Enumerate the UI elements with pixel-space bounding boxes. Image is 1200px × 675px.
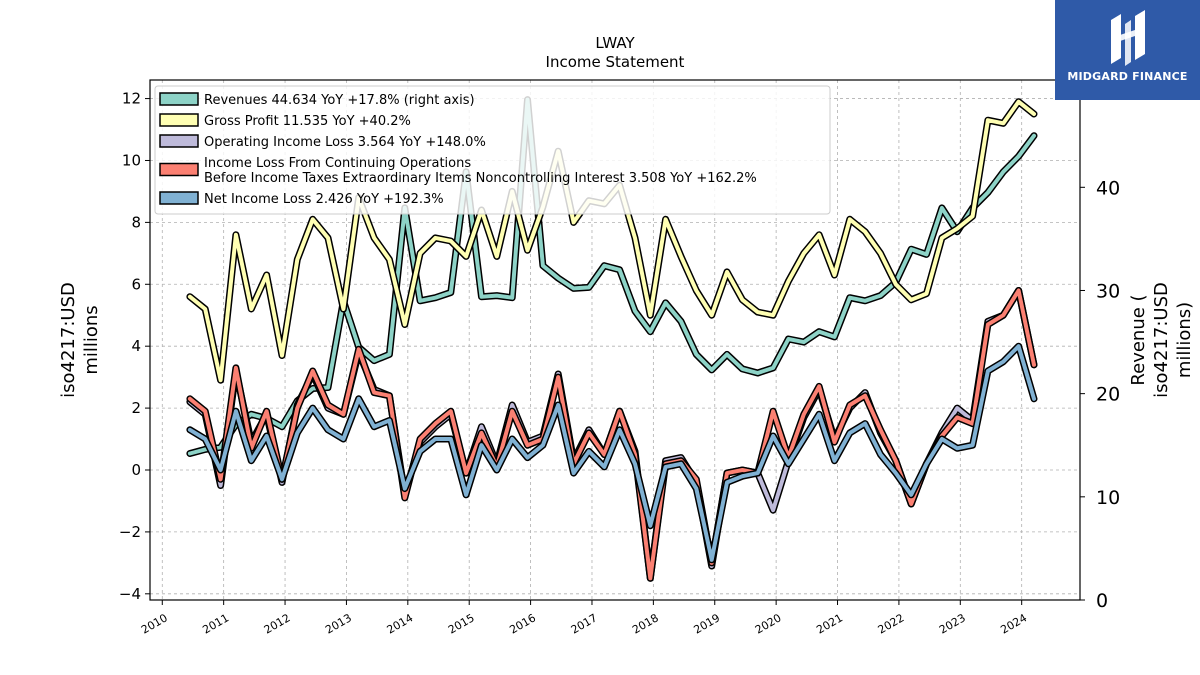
legend-label-3: Income Loss From Continuing Operations Be…: [204, 156, 757, 186]
left-tick-label-0: −4: [119, 585, 141, 603]
right-tick-label-2: 20: [1096, 384, 1120, 406]
x-tick-label-10: 2020: [753, 611, 784, 636]
series-line-3: [187, 288, 1036, 581]
left-tick-label-1: −2: [119, 523, 141, 541]
left-tick-label-8: 12: [122, 90, 141, 108]
left-axis-label-line2: millions: [81, 305, 102, 374]
x-axis-ticks: 2010 2011 2012 2013 2014 2015 2016 2017 2018 2019…: [139, 600, 1029, 637]
x-tick-label-14: 2024: [998, 611, 1029, 636]
x-tick-label-7: 2017: [569, 611, 600, 636]
left-tick-label-6: 8: [131, 213, 141, 231]
right-tick-label-3: 30: [1096, 280, 1120, 302]
x-tick-label-6: 2016: [507, 611, 538, 636]
right-axis-ticks: 0 10 20 30 40: [1080, 177, 1120, 612]
series-line-4: [187, 344, 1036, 562]
right-axis-label-line2: iso4217:USD: [1151, 282, 1172, 398]
left-tick-label-5: 6: [131, 275, 141, 293]
legend-swatch-4: [159, 191, 199, 205]
x-tick-label-12: 2022: [876, 611, 907, 636]
x-tick-label-3: 2013: [323, 611, 354, 636]
legend-box: [154, 85, 831, 215]
x-tick-label-1: 2011: [200, 611, 231, 636]
left-tick-label-4: 4: [131, 337, 141, 355]
chart-subtitle: Income Statement: [546, 53, 685, 71]
plot-frame: [149, 79, 1081, 601]
x-tick-label-13: 2023: [937, 611, 968, 636]
x-tick-label-2: 2012: [262, 611, 293, 636]
right-axis-label-line1: Revenue (: [1128, 294, 1149, 385]
x-tick-label-8: 2018: [630, 611, 661, 636]
midgard-finance-logo: MIDGARD FINANCE: [1055, 0, 1200, 100]
legend-label-0: Revenues 44.634 YoY +17.8% (right axis): [204, 93, 475, 108]
left-tick-label-2: 0: [131, 461, 141, 479]
legend-swatch-1: [159, 113, 199, 127]
left-tick-label-3: 2: [131, 399, 141, 417]
legend-swatch-0: [159, 92, 199, 106]
right-tick-label-4: 40: [1096, 177, 1120, 199]
left-axis-ticks: −4 −2 0 2 4 6 8 10 12: [119, 90, 150, 603]
right-tick-label-1: 10: [1096, 487, 1120, 509]
right-tick-label-0: 0: [1096, 590, 1108, 612]
legend-label-2: Operating Income Loss 3.564 YoY +148.0%: [204, 135, 486, 150]
left-tick-label-7: 10: [122, 151, 141, 169]
legend: Revenues 44.634 YoY +17.8% (right axis) G…: [154, 85, 831, 215]
legend-label-1: Gross Profit 11.535 YoY +40.2%: [204, 114, 411, 129]
legend-swatch-2: [159, 134, 199, 148]
x-tick-label-4: 2014: [385, 611, 416, 636]
x-tick-label-9: 2019: [692, 611, 723, 636]
midgard-logo-icon: [1111, 10, 1145, 66]
chart-title: LWAY: [595, 34, 635, 52]
legend-swatch-3: [159, 162, 199, 177]
x-tick-label-5: 2015: [446, 611, 477, 636]
x-tick-label-0: 2010: [139, 611, 170, 636]
left-axis-label-line1: iso4217:USD: [58, 282, 79, 398]
x-tick-label-11: 2021: [814, 611, 845, 636]
right-axis-label-line3: millions): [1174, 302, 1195, 378]
legend-label-4: Net Income Loss 2.426 YoY +192.3%: [204, 192, 444, 207]
logo-text: MIDGARD FINANCE: [1067, 70, 1188, 83]
